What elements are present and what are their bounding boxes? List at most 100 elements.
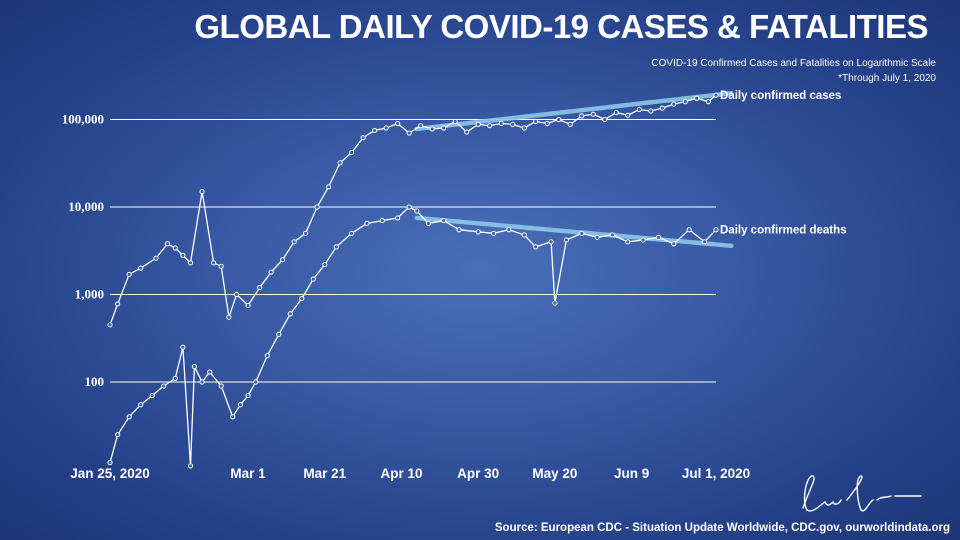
data-point: [701, 239, 708, 245]
data-point: [115, 301, 121, 307]
data-point: [349, 149, 355, 156]
data-point: [682, 99, 688, 105]
data-point: [264, 353, 270, 359]
data-point: [314, 204, 320, 210]
data-point: [506, 227, 512, 233]
x-tick-label: Jun 9: [614, 466, 649, 481]
data-point: [659, 105, 665, 111]
trend-line: [414, 90, 734, 132]
data-point: [226, 314, 232, 320]
data-point: [510, 121, 516, 127]
data-point: [364, 220, 370, 226]
data-point: [406, 130, 412, 136]
chart-subtitle: COVID-19 Confirmed Cases and Fatalities …: [651, 56, 936, 86]
data-point: [279, 257, 286, 263]
data-point: [552, 300, 558, 306]
data-point: [655, 234, 662, 240]
y-tick-label: 10,000: [68, 199, 104, 214]
data-point: [191, 363, 197, 370]
data-point: [636, 106, 642, 113]
data-point: [594, 234, 600, 240]
x-tick-label: Jul 1, 2020: [682, 466, 750, 481]
data-point: [187, 463, 194, 469]
data-point: [533, 118, 539, 125]
data-point: [548, 239, 554, 245]
data-point: [379, 217, 385, 224]
series-line: [109, 94, 717, 326]
chart-subtitle-line: COVID-19 Confirmed Cases and Fatalities …: [651, 58, 936, 69]
data-point: [149, 392, 155, 399]
signature-image: [802, 475, 922, 512]
data-point: [218, 263, 224, 269]
data-point: [475, 229, 481, 235]
data-point: [625, 112, 631, 118]
data-point: [360, 135, 366, 141]
data-point: [164, 241, 171, 247]
data-point: [303, 230, 309, 236]
data-point: [429, 126, 435, 132]
data-point: [180, 344, 186, 350]
data-point: [291, 239, 297, 245]
data-point: [230, 414, 236, 420]
data-point: [441, 125, 447, 131]
data-point: [126, 271, 132, 277]
data-point: [199, 379, 205, 385]
data-point: [414, 208, 420, 214]
data-point: [498, 120, 504, 127]
data-point: [425, 220, 431, 226]
x-tick-label: May 20: [532, 466, 577, 481]
data-point: [138, 402, 144, 408]
data-point: [107, 322, 113, 328]
data-point: [671, 241, 677, 247]
data-point: [115, 432, 121, 438]
chart-note: *Through July 1, 2020: [838, 73, 936, 84]
data-point: [172, 245, 178, 251]
data-point: [533, 244, 539, 250]
data-point: [563, 237, 570, 243]
data-point: [464, 129, 470, 135]
y-tick-label: 100: [85, 374, 105, 389]
data-point: [161, 383, 167, 389]
data-point: [245, 302, 251, 309]
data-point: [613, 109, 619, 116]
data-point: [579, 230, 585, 236]
data-point: [333, 244, 339, 250]
data-point: [322, 261, 328, 268]
data-point: [713, 92, 719, 98]
data-point: [694, 95, 700, 101]
data-point: [268, 269, 274, 275]
x-tick-label: Jan 25, 2020: [70, 466, 150, 481]
data-point: [372, 127, 378, 134]
x-tick-label: Mar 1: [230, 466, 266, 481]
data-point: [609, 232, 616, 238]
data-point: [310, 276, 316, 282]
data-point: [153, 255, 159, 261]
data-point: [625, 239, 631, 245]
data-point: [287, 311, 293, 317]
data-point: [276, 331, 282, 337]
data-point: [210, 260, 217, 266]
data-point: [475, 121, 481, 127]
data-point: [406, 204, 412, 210]
data-point: [640, 237, 646, 243]
y-tick-label: 1,000: [75, 287, 104, 302]
data-point: [299, 295, 305, 302]
data-point: [218, 383, 224, 389]
y-tick-label: 100,000: [62, 112, 104, 127]
data-point: [490, 230, 497, 236]
data-point: [521, 232, 527, 238]
x-tick-label: Mar 21: [303, 466, 346, 481]
data-point: [107, 459, 113, 466]
data-point: [138, 265, 144, 271]
data-point: [326, 184, 332, 190]
data-point: [233, 291, 240, 298]
trend-line: [414, 215, 734, 249]
data-point: [383, 125, 389, 131]
data-point: [544, 120, 550, 127]
data-point: [126, 414, 132, 420]
data-point: [648, 108, 654, 114]
data-point: [245, 392, 251, 399]
data-point: [395, 120, 401, 127]
x-tick-label: Apr 10: [380, 466, 422, 481]
